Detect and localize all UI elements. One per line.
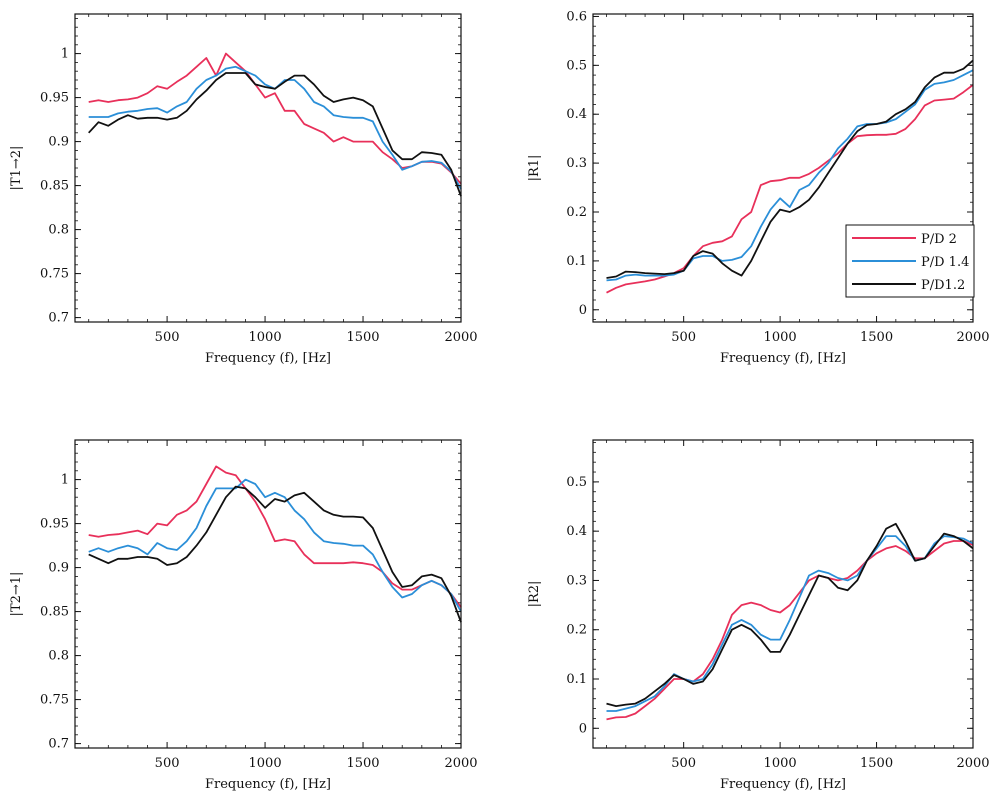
panel-t21-ytick-label: 1 bbox=[61, 473, 69, 488]
panel-t12-ytick-label: 0.75 bbox=[40, 267, 69, 282]
panel-t12-ytick-label: 0.8 bbox=[48, 223, 69, 238]
panel-r2-series-2 bbox=[606, 522, 974, 707]
panel-r2-xlabel: Frequency (f), [Hz] bbox=[720, 777, 846, 792]
panel-r2-series-1 bbox=[606, 535, 974, 712]
panel-t21-ylabel: |T2→1| bbox=[9, 572, 24, 617]
panel-r1-series-2 bbox=[606, 59, 974, 279]
panel-t21-series-2 bbox=[88, 485, 462, 623]
legend-label-pd2: P/D 2 bbox=[921, 232, 957, 247]
panel-t21-ytick-label: 0.7 bbox=[48, 737, 69, 752]
panel-r2-xtick-label: 1000 bbox=[764, 756, 797, 771]
panel-t12-ylabel: |T1→2| bbox=[9, 146, 24, 191]
panel-r2-ytick-label: 0 bbox=[579, 721, 587, 736]
panel-t12-xtick-label: 1500 bbox=[346, 330, 379, 345]
panel-r2-xtick-label: 1500 bbox=[860, 756, 893, 771]
panel-t12-ytick-label: 0.9 bbox=[48, 135, 69, 150]
panel-r1-xtick-label: 1000 bbox=[764, 330, 797, 345]
panel-t12-xtick-label: 2000 bbox=[444, 330, 477, 345]
panel-r2-ylabel: |R2| bbox=[527, 581, 542, 608]
panel-r1-series-1 bbox=[606, 69, 974, 282]
panel-t12-xtick-label: 1000 bbox=[249, 330, 282, 345]
panel-r1-xlabel: Frequency (f), [Hz] bbox=[720, 351, 846, 366]
panel-r2-series-0 bbox=[606, 540, 974, 721]
panel-t21-ytick-label: 0.85 bbox=[40, 605, 69, 620]
panel-r1-ytick-label: 0.3 bbox=[566, 156, 587, 171]
panel-t21-series-1 bbox=[88, 478, 462, 613]
panel-r2-ytick-label: 0.2 bbox=[566, 623, 587, 638]
panel-t21: 500 1000 1500 2000 0.7 0.75 0.8 0.85 0.9 0.95 1 Fr… bbox=[9, 439, 478, 792]
panel-r2-xtick-label: 2000 bbox=[956, 756, 989, 771]
panel-r2-ytick-label: 0.4 bbox=[566, 524, 587, 539]
legend-label-pd12: P/D1.2 bbox=[921, 278, 965, 293]
panel-t12-xlabel: Frequency (f), [Hz] bbox=[205, 351, 331, 366]
panel-r1-ylabel: |R1| bbox=[527, 155, 542, 182]
panel-t21-xtick-label: 1500 bbox=[346, 756, 379, 771]
panel-t12-ytick-label: 0.95 bbox=[40, 91, 69, 106]
panel-r1-frame bbox=[592, 13, 974, 323]
panel-r1-xtick-label: 1500 bbox=[860, 330, 893, 345]
panel-t21-frame bbox=[74, 439, 462, 749]
panel-r2-frame bbox=[592, 439, 974, 749]
panel-r2-xtick-label: 500 bbox=[671, 756, 696, 771]
panel-t12-ytick-label: 0.85 bbox=[40, 179, 69, 194]
panel-r1: 500 1000 1500 2000 0 0.1 0.2 0.3 0.4 0.5 0.6 Frequ… bbox=[527, 9, 990, 366]
panel-t21-ytick-label: 0.8 bbox=[48, 649, 69, 664]
panel-t21-ytick-label: 0.75 bbox=[40, 693, 69, 708]
panel-r2-ytick-label: 0.3 bbox=[566, 573, 587, 588]
panel-t12-ytick-label: 0.7 bbox=[48, 311, 69, 326]
panel-r1-xtick-label: 2000 bbox=[956, 330, 989, 345]
panel-t21-xlabel: Frequency (f), [Hz] bbox=[205, 777, 331, 792]
panel-t12-series-1 bbox=[88, 65, 462, 190]
panel-r2: 500 1000 1500 2000 0 0.1 0.2 0.3 0.4 0.5 Frequenc… bbox=[527, 439, 990, 792]
panel-r1-ytick-label: 0.2 bbox=[566, 205, 587, 220]
legend-label-pd14: P/D 1.4 bbox=[921, 255, 969, 270]
panel-t12-series-2 bbox=[88, 72, 462, 197]
panel-r1-ytick-label: 0.1 bbox=[566, 254, 587, 269]
panel-r2-ytick-label: 0.1 bbox=[566, 672, 587, 687]
panel-r1-ytick-label: 0.4 bbox=[566, 107, 587, 122]
panel-t12: 500 1000 1500 2000 0.7 0.75 0.8 0.85 0.9 0.95 1 Fr… bbox=[9, 13, 478, 366]
panel-r1-ytick-label: 0 bbox=[579, 303, 587, 318]
panel-r1-xtick-label: 500 bbox=[671, 330, 696, 345]
panel-t21-ytick-label: 0.95 bbox=[40, 517, 69, 532]
legend: P/D 2 P/D 1.4 P/D1.2 bbox=[845, 224, 975, 298]
panel-r1-ytick-label: 0.6 bbox=[566, 9, 587, 24]
panel-t21-ytick-label: 0.9 bbox=[48, 561, 69, 576]
panel-t12-ytick-label: 1 bbox=[61, 47, 69, 62]
panel-t21-xtick-label: 2000 bbox=[444, 756, 477, 771]
panel-r2-ytick-label: 0.5 bbox=[566, 475, 587, 490]
panel-t12-xtick-label: 500 bbox=[155, 330, 180, 345]
panel-t21-series-0 bbox=[88, 465, 462, 608]
panel-r1-ytick-label: 0.5 bbox=[566, 58, 587, 73]
panel-t21-xtick-label: 1000 bbox=[249, 756, 282, 771]
panel-t21-xtick-label: 500 bbox=[155, 756, 180, 771]
